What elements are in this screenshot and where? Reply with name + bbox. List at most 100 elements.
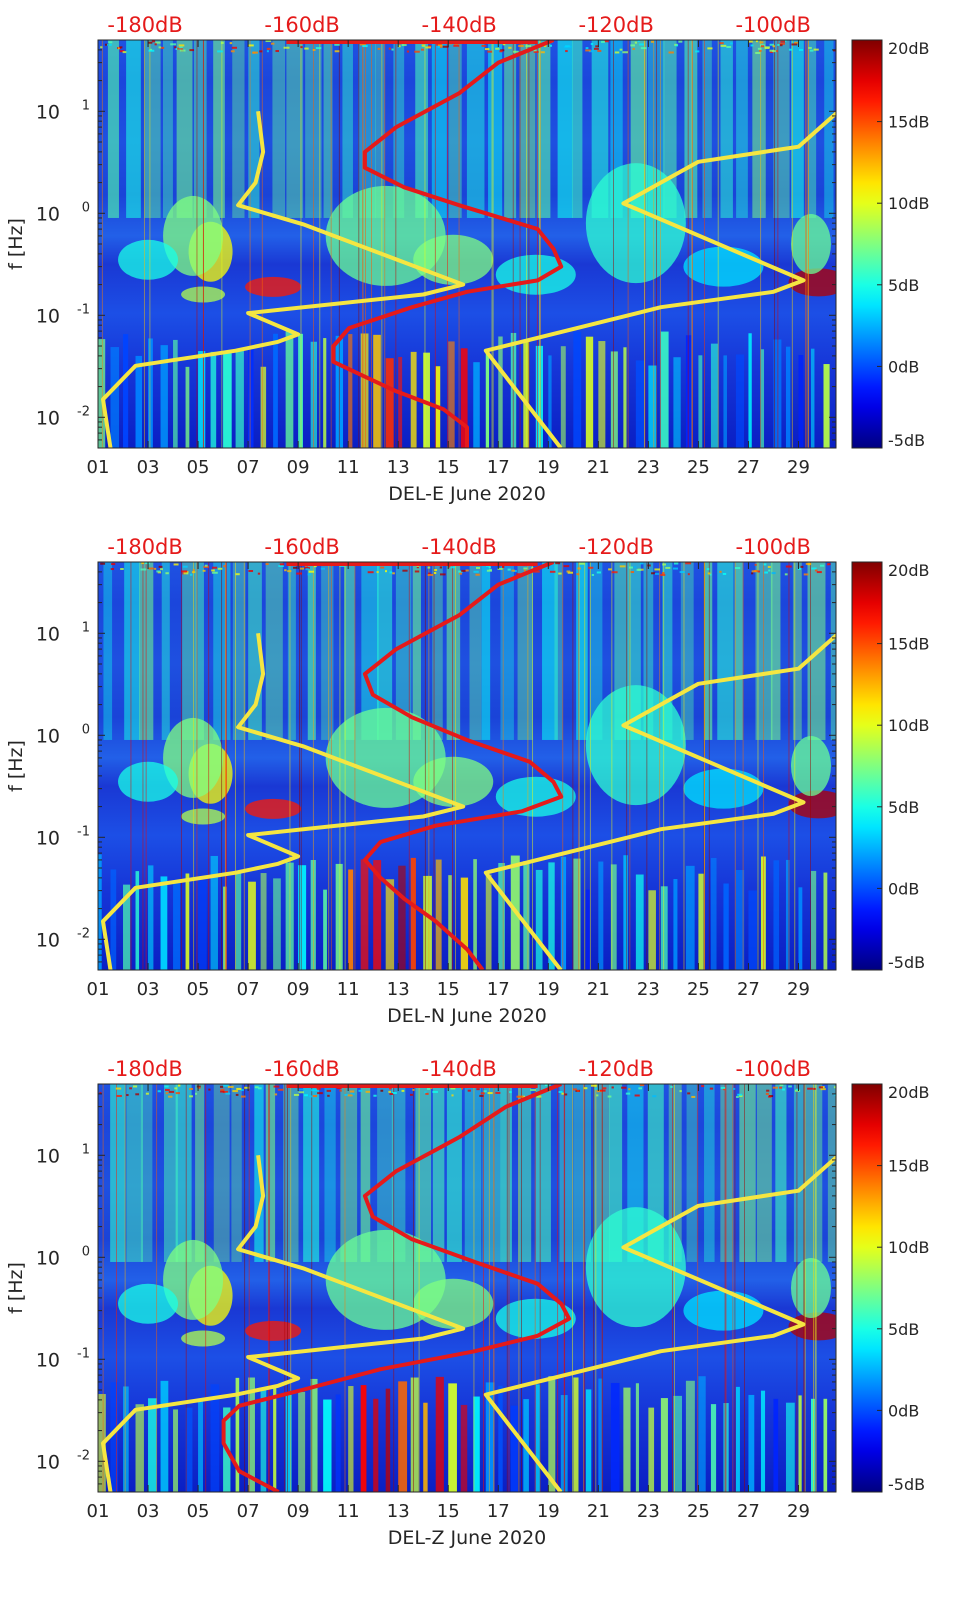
x-tick-label-3-09: 09 xyxy=(287,1501,310,1522)
red-psd-curve-2 xyxy=(362,562,564,970)
spectrogram-1 xyxy=(98,40,836,448)
panel-2: 01 03 05 07 09 11 13 15 17 19 21 23 25 27 29 DEL-N June… xyxy=(5,535,930,1027)
top-db-label-3-1: -160dB xyxy=(264,1057,339,1081)
x-tick-label-2-11: 11 xyxy=(337,979,360,1000)
colorbar-label-3-1: 15dB xyxy=(888,1157,930,1176)
colorbar-label-2-5: -5dB xyxy=(888,953,925,972)
colorbar-label-2-4: 0dB xyxy=(888,879,919,898)
x-tick-label-1-11: 11 xyxy=(337,457,360,478)
colorbar-label-2-2: 10dB xyxy=(888,716,930,735)
red-psd-curve-1 xyxy=(331,40,564,448)
colorbar-label-2-3: 5dB xyxy=(888,798,919,817)
top-db-label-2-2: -140dB xyxy=(421,535,496,559)
x-tick-label-3-03: 03 xyxy=(137,1501,160,1522)
y-tick-label-3-1: 10 -1 xyxy=(36,1346,90,1371)
x-tick-label-1-27: 27 xyxy=(737,457,760,478)
x-axis-title-1: DEL-E June 2020 xyxy=(388,483,546,505)
top-db-label-1-4: -100dB xyxy=(735,13,810,37)
spectrogram-2 xyxy=(98,562,836,970)
x-tick-label-1-21: 21 xyxy=(587,457,610,478)
x-tick-label-3-23: 23 xyxy=(637,1501,660,1522)
colorbar-label-3-4: 0dB xyxy=(888,1401,919,1420)
top-db-label-1-0: -180dB xyxy=(107,13,182,37)
top-db-label-3-2: -140dB xyxy=(421,1057,496,1081)
colorbar-2 xyxy=(851,561,883,971)
panel-1: 01 03 05 07 09 11 13 15 17 19 21 23 25 27 29 DEL-E June… xyxy=(5,13,930,505)
colorbar-label-1-0: 20dB xyxy=(888,39,930,58)
x-tick-label-1-19: 19 xyxy=(537,457,560,478)
yellow-model-curve-2-1 xyxy=(101,633,466,970)
yellow-model-curve-1-1 xyxy=(101,111,466,448)
colorbar-1 xyxy=(851,39,883,449)
x-tick-label-2-27: 27 xyxy=(737,979,760,1000)
y-tick-label-2-2: 10 0 xyxy=(36,722,90,747)
x-tick-label-3-11: 11 xyxy=(337,1501,360,1522)
colorbar-label-1-4: 0dB xyxy=(888,357,919,376)
y-tick-label-3-0: 10 -2 xyxy=(36,1448,90,1473)
x-tick-label-2-17: 17 xyxy=(487,979,510,1000)
colorbar-3 xyxy=(851,1083,883,1493)
x-tick-label-1-09: 09 xyxy=(287,457,310,478)
x-tick-label-3-19: 19 xyxy=(537,1501,560,1522)
top-db-label-3-4: -100dB xyxy=(735,1057,810,1081)
colorbar-label-1-1: 15dB xyxy=(888,113,930,132)
x-tick-label-2-01: 01 xyxy=(87,979,110,1000)
top-db-label-2-0: -180dB xyxy=(107,535,182,559)
top-db-label-3-3: -120dB xyxy=(578,1057,653,1081)
x-tick-label-1-05: 05 xyxy=(187,457,210,478)
colorbar-label-1-3: 5dB xyxy=(888,276,919,295)
top-db-label-2-1: -160dB xyxy=(264,535,339,559)
top-db-label-2-4: -100dB xyxy=(735,535,810,559)
colorbar-label-3-3: 5dB xyxy=(888,1320,919,1339)
y-axis-title-3: f [Hz] xyxy=(5,1262,27,1314)
x-tick-label-1-29: 29 xyxy=(787,457,810,478)
colorbar-label-1-5: -5dB xyxy=(888,431,925,450)
x-tick-label-3-29: 29 xyxy=(787,1501,810,1522)
x-tick-label-3-17: 17 xyxy=(487,1501,510,1522)
y-tick-label-2-0: 10 -2 xyxy=(36,926,90,951)
red-psd-curve-3 xyxy=(221,1084,572,1492)
x-tick-label-1-01: 01 xyxy=(87,457,110,478)
colorbar-label-3-5: -5dB xyxy=(888,1475,925,1494)
colorbar-label-2-1: 15dB xyxy=(888,635,930,654)
x-tick-label-3-05: 05 xyxy=(187,1501,210,1522)
x-tick-label-1-25: 25 xyxy=(687,457,710,478)
x-tick-label-1-17: 17 xyxy=(487,457,510,478)
y-axis-title-2: f [Hz] xyxy=(5,740,27,792)
x-tick-label-2-29: 29 xyxy=(787,979,810,1000)
x-tick-label-2-23: 23 xyxy=(637,979,660,1000)
y-axis-title-1: f [Hz] xyxy=(5,218,27,270)
x-axis-title-3: DEL-Z June 2020 xyxy=(388,1527,547,1549)
colorbar-label-3-2: 10dB xyxy=(888,1238,930,1257)
yellow-model-curve-3-1 xyxy=(101,1155,466,1492)
x-tick-label-3-21: 21 xyxy=(587,1501,610,1522)
top-db-label-3-0: -180dB xyxy=(107,1057,182,1081)
y-tick-label-2-1: 10 -1 xyxy=(36,824,90,849)
x-tick-label-1-03: 03 xyxy=(137,457,160,478)
x-tick-label-2-19: 19 xyxy=(537,979,560,1000)
y-tick-label-2-3: 10 1 xyxy=(36,620,90,645)
x-tick-label-3-25: 25 xyxy=(687,1501,710,1522)
y-tick-label-3-3: 10 1 xyxy=(36,1142,90,1167)
x-tick-label-2-07: 07 xyxy=(237,979,260,1000)
top-db-label-2-3: -120dB xyxy=(578,535,653,559)
x-tick-label-2-21: 21 xyxy=(587,979,610,1000)
x-tick-label-1-15: 15 xyxy=(437,457,460,478)
x-tick-label-2-05: 05 xyxy=(187,979,210,1000)
x-tick-label-2-25: 25 xyxy=(687,979,710,1000)
y-tick-label-1-0: 10 -2 xyxy=(36,404,90,429)
yellow-model-curve-1-2 xyxy=(483,110,836,448)
colorbar-label-1-2: 10dB xyxy=(888,194,930,213)
x-axis-title-2: DEL-N June 2020 xyxy=(387,1005,547,1027)
panel-3: 01 03 05 07 09 11 13 15 17 19 21 23 25 27 29 DEL-Z June… xyxy=(5,1057,930,1549)
x-tick-label-3-13: 13 xyxy=(387,1501,410,1522)
x-tick-label-2-15: 15 xyxy=(437,979,460,1000)
top-db-label-1-3: -120dB xyxy=(578,13,653,37)
x-tick-label-1-13: 13 xyxy=(387,457,410,478)
yellow-model-curve-3-2 xyxy=(483,1154,836,1492)
y-tick-label-1-2: 10 0 xyxy=(36,200,90,225)
x-tick-label-2-09: 09 xyxy=(287,979,310,1000)
x-tick-label-2-13: 13 xyxy=(387,979,410,1000)
top-db-label-1-2: -140dB xyxy=(421,13,496,37)
x-tick-label-2-03: 03 xyxy=(137,979,160,1000)
